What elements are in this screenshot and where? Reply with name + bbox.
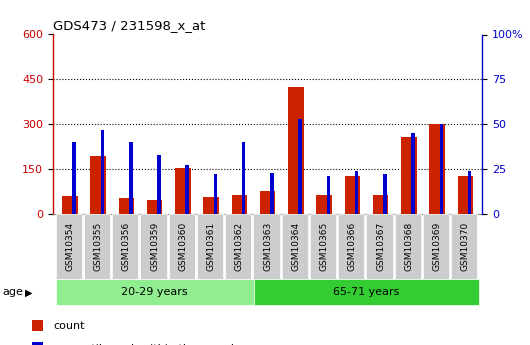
Text: count: count: [53, 322, 84, 331]
Bar: [101, 130, 104, 214]
Bar: [62, 196, 78, 214]
Bar: [242, 142, 245, 214]
Bar: [147, 199, 162, 214]
Text: GSM10369: GSM10369: [432, 222, 441, 271]
Text: GSM10354: GSM10354: [65, 222, 74, 271]
Text: GDS473 / 231598_x_at: GDS473 / 231598_x_at: [53, 19, 206, 32]
Bar: [260, 190, 276, 214]
Text: GSM10359: GSM10359: [150, 222, 159, 271]
Bar: [411, 133, 415, 214]
Bar: [373, 195, 388, 214]
Bar: [119, 198, 134, 214]
Bar: [439, 124, 443, 214]
Bar: [129, 142, 132, 214]
Text: GSM10365: GSM10365: [320, 222, 329, 271]
Bar: [157, 155, 161, 214]
Bar: [91, 156, 106, 214]
Bar: [457, 176, 473, 214]
Text: 20-29 years: 20-29 years: [121, 287, 188, 297]
Text: GSM10364: GSM10364: [292, 222, 301, 271]
Text: GSM10356: GSM10356: [122, 222, 131, 271]
Bar: [355, 171, 358, 214]
Bar: [401, 137, 417, 214]
Bar: [204, 197, 219, 214]
Bar: [73, 142, 76, 214]
Text: GSM10367: GSM10367: [376, 222, 385, 271]
Bar: [298, 119, 302, 214]
Text: ▶: ▶: [25, 287, 33, 297]
Text: GSM10361: GSM10361: [207, 222, 216, 271]
Text: GSM10362: GSM10362: [235, 222, 244, 271]
Bar: [288, 87, 304, 214]
Text: GSM10370: GSM10370: [461, 222, 470, 271]
Text: percentile rank within the sample: percentile rank within the sample: [53, 344, 241, 345]
Bar: [468, 171, 471, 214]
Text: GSM10360: GSM10360: [179, 222, 188, 271]
Bar: [270, 172, 273, 214]
Bar: [429, 124, 445, 214]
Bar: [175, 168, 191, 214]
Bar: [232, 195, 247, 214]
Text: age: age: [3, 287, 23, 297]
Text: GSM10355: GSM10355: [94, 222, 103, 271]
Text: GSM10366: GSM10366: [348, 222, 357, 271]
Bar: [326, 176, 330, 214]
Text: 65-71 years: 65-71 years: [333, 287, 400, 297]
Bar: [383, 175, 387, 214]
Bar: [186, 166, 189, 214]
Bar: [344, 176, 360, 214]
Bar: [316, 195, 332, 214]
Text: GSM10368: GSM10368: [404, 222, 413, 271]
Text: GSM10363: GSM10363: [263, 222, 272, 271]
Bar: [214, 175, 217, 214]
